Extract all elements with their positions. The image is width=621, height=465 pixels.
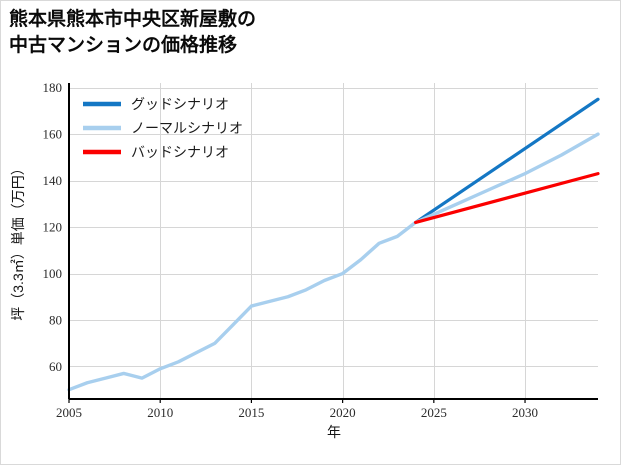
legend-entry-label: ノーマルシナリオ [131,122,243,137]
y-axis-title: 坪（3.3㎡）単価（万円） [10,161,26,320]
x-axis-tick-label: 2005 [56,405,82,420]
y-axis-tick-label: 180 [43,80,63,95]
x-axis-tick-label: 2020 [330,405,356,420]
series-lines [67,97,600,392]
y-axis-tick-label: 120 [43,220,63,235]
y-axis-tick-label: 80 [49,313,62,328]
x-axis-tick-label: 2010 [147,405,173,420]
series-line [413,172,600,225]
y-axis-tick-label: 140 [43,173,63,188]
series-line [67,132,600,392]
legend-entry-label: グッドシナリオ [131,97,229,113]
y-axis-tick-label: 100 [43,266,63,281]
chart-title: 熊本県熊本市中央区新屋敷の 中古マンションの価格推移 [9,9,257,56]
x-axis-tick-labels: 2005 2010 2015 2020 2025 2030 [56,399,538,420]
x-axis-tick-label: 2025 [421,405,447,420]
x-axis-tick-label: 2030 [512,405,538,420]
y-axis-tick-label: 160 [43,127,63,142]
x-axis-title: 年 [327,424,341,440]
legend-entry-label: バッドシナリオ [131,146,229,161]
y-axis-tick-labels: 60 80 100 120 140 160 180 [43,80,63,374]
y-axis-tick-label: 60 [49,359,62,374]
axis-lines [68,83,598,400]
x-axis-tick-label: 2015 [238,405,264,420]
series-line [413,97,600,225]
